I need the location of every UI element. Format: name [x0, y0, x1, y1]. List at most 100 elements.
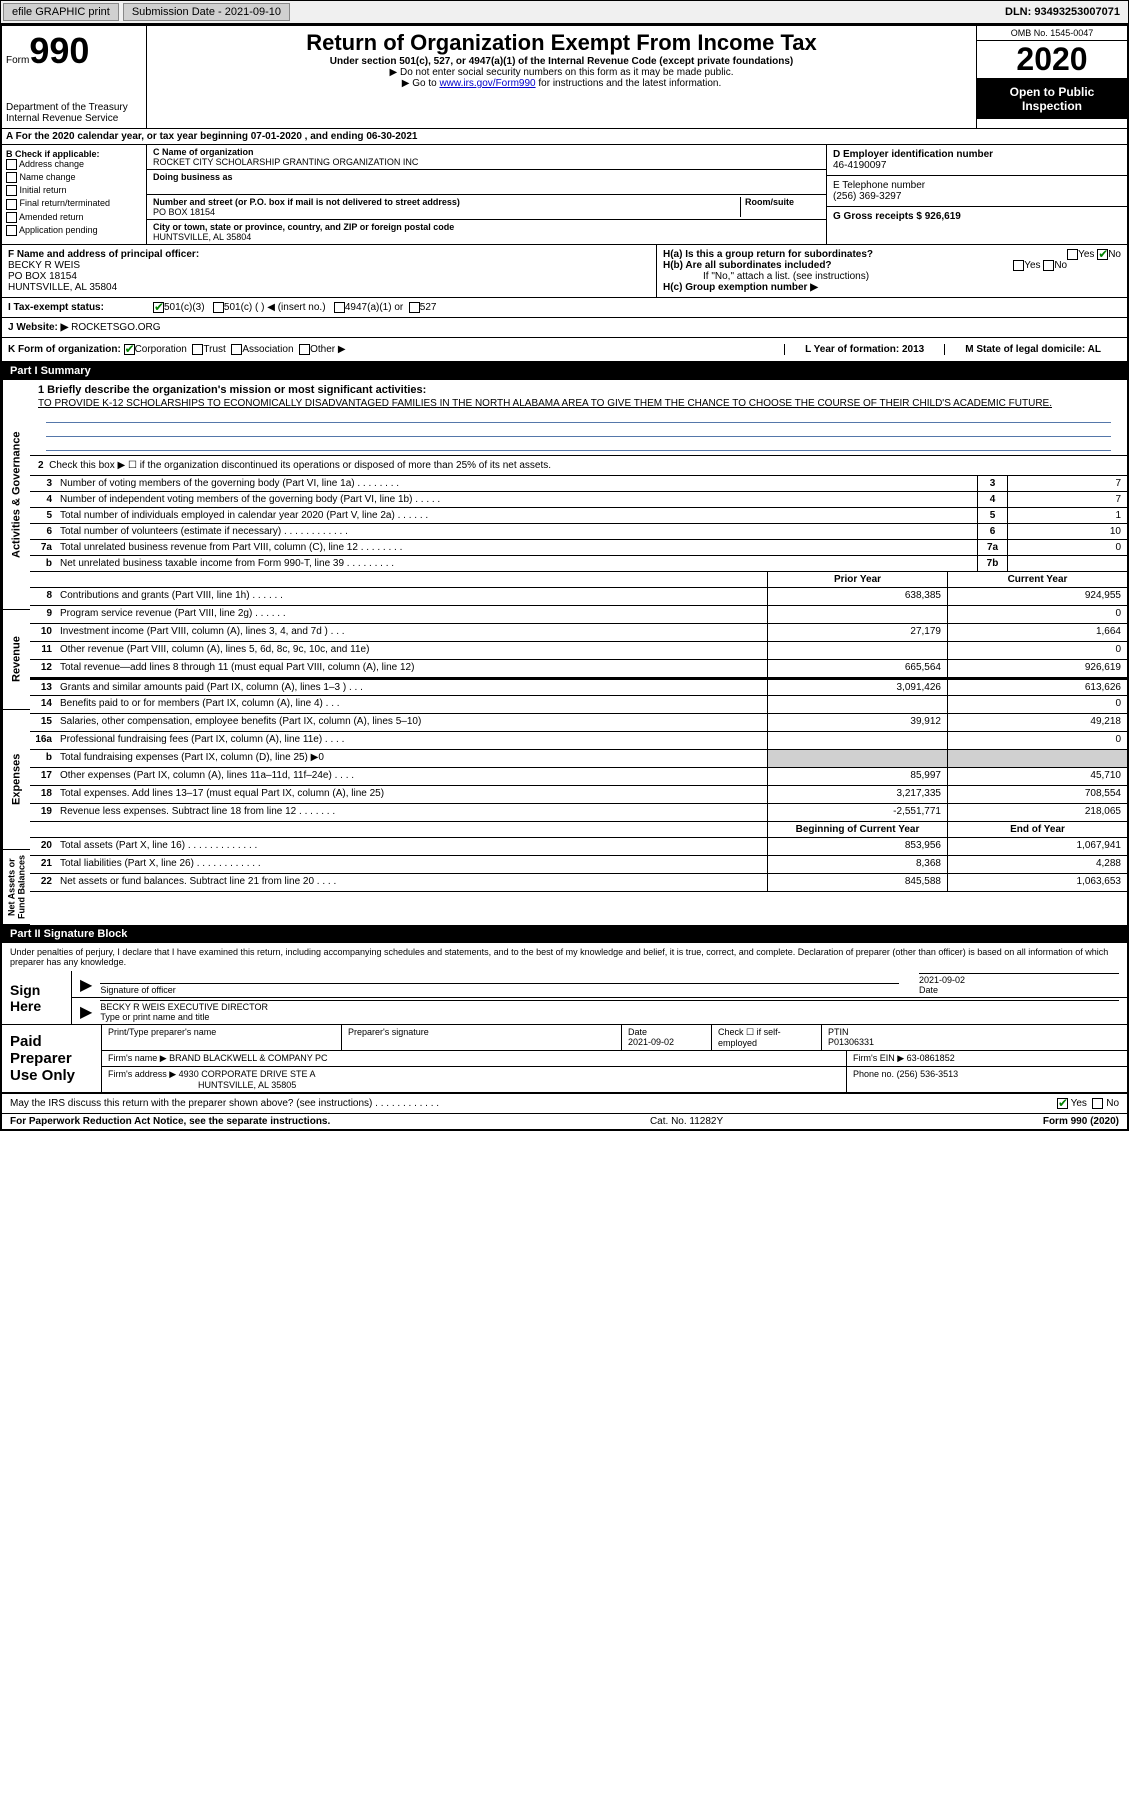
line1-mission: 1 Briefly describe the organization's mi…: [30, 380, 1127, 456]
check-name[interactable]: Name change: [6, 172, 142, 183]
side-revenue: Revenue: [2, 610, 30, 710]
tax-year: 2020: [977, 41, 1127, 79]
check-other[interactable]: [299, 344, 310, 355]
financial-row: 19Revenue less expenses. Subtract line 1…: [30, 804, 1127, 822]
discuss-no[interactable]: [1092, 1098, 1103, 1109]
check-assoc[interactable]: [231, 344, 242, 355]
title-box: Return of Organization Exempt From Incom…: [147, 26, 977, 128]
summary-row: 6Total number of volunteers (estimate if…: [30, 524, 1127, 540]
financial-row: bTotal fundraising expenses (Part IX, co…: [30, 750, 1127, 768]
paid-preparer-label: Paid Preparer Use Only: [2, 1025, 102, 1092]
ptin-cell: PTINP01306331: [822, 1025, 1127, 1050]
row-j: J Website: ▶ ROCKETSGO.ORG: [2, 318, 1127, 338]
side-activities: Activities & Governance: [2, 380, 30, 610]
row-f: F Name and address of principal officer:…: [2, 245, 657, 297]
summary-row: 5Total number of individuals employed in…: [30, 508, 1127, 524]
financial-row: 20Total assets (Part X, line 16) . . . .…: [30, 838, 1127, 856]
summary-row: 3Number of voting members of the governi…: [30, 476, 1127, 492]
form-number: 990: [29, 30, 89, 71]
discuss-yes[interactable]: [1057, 1098, 1068, 1109]
check-trust[interactable]: [192, 344, 203, 355]
gross-row: G Gross receipts $ 926,619: [827, 207, 1127, 226]
discuss-row: May the IRS discuss this return with the…: [2, 1094, 1127, 1114]
row-i: I Tax-exempt status: 501(c)(3) 501(c) ( …: [2, 298, 1127, 318]
current-year-header: Current Year: [947, 572, 1127, 587]
financial-row: 10Investment income (Part VIII, column (…: [30, 624, 1127, 642]
col-b-title: B Check if applicable:: [6, 149, 142, 159]
summary-row: bNet unrelated business taxable income f…: [30, 556, 1127, 572]
financial-row: 11Other revenue (Part VIII, column (A), …: [30, 642, 1127, 660]
summary-body: Activities & Governance Revenue Expenses…: [2, 380, 1127, 925]
signature-officer-field[interactable]: Signature of officer: [100, 983, 899, 995]
paperwork-notice: For Paperwork Reduction Act Notice, see …: [10, 1116, 330, 1127]
signature-date-field: 2021-09-02 Date: [919, 973, 1119, 995]
org-city: HUNTSVILLE, AL 35804: [153, 232, 820, 242]
row-a: A For the 2020 calendar year, or tax yea…: [2, 129, 1127, 145]
form-label: Form: [6, 55, 29, 66]
check-527[interactable]: [409, 302, 420, 313]
phone-row: E Telephone number (256) 369-3297: [827, 176, 1127, 207]
year-box: OMB No. 1545-0047 2020 Open to Public In…: [977, 26, 1127, 128]
end-year-header: End of Year: [947, 822, 1127, 837]
sign-here-label: Sign Here: [2, 971, 72, 1024]
ein-row: D Employer identification number 46-4190…: [827, 145, 1127, 176]
city-row: City or town, state or province, country…: [147, 220, 826, 244]
check-initial[interactable]: Initial return: [6, 185, 142, 196]
ein-value: 46-4190097: [833, 160, 1121, 171]
year-formation: L Year of formation: 2013: [784, 344, 944, 355]
firm-addr-cell: Firm's address ▶ 4930 CORPORATE DRIVE ST…: [102, 1067, 847, 1092]
irs-link[interactable]: www.irs.gov/Form990: [439, 78, 535, 89]
side-expenses: Expenses: [2, 710, 30, 850]
org-address: PO BOX 18154: [153, 207, 740, 217]
beginning-year-header: Beginning of Current Year: [767, 822, 947, 837]
financial-row: 22Net assets or fund balances. Subtract …: [30, 874, 1127, 892]
addr-row: Number and street (or P.O. box if mail i…: [147, 195, 826, 220]
financial-row: 14Benefits paid to or for members (Part …: [30, 696, 1127, 714]
open-inspection: Open to Public Inspection: [977, 79, 1127, 119]
org-name-row: C Name of organization ROCKET CITY SCHOL…: [147, 145, 826, 170]
footer-row: For Paperwork Reduction Act Notice, see …: [2, 1114, 1127, 1129]
note-goto: ▶ Go to www.irs.gov/Form990 for instruct…: [155, 78, 968, 89]
form-main: Form990 Department of the TreasuryIntern…: [0, 24, 1129, 1131]
financial-row: 15Salaries, other compensation, employee…: [30, 714, 1127, 732]
form-title: Return of Organization Exempt From Incom…: [155, 30, 968, 56]
efile-button[interactable]: efile GRAPHIC print: [3, 3, 119, 21]
gross-receipts: G Gross receipts $ 926,619: [833, 211, 1121, 222]
mission-text: TO PROVIDE K-12 SCHOLARSHIPS TO ECONOMIC…: [38, 398, 1119, 409]
check-final[interactable]: Final return/terminated: [6, 198, 142, 209]
row-fgh: F Name and address of principal officer:…: [2, 245, 1127, 298]
officer-name: BECKY R WEIS: [8, 260, 650, 271]
check-pending[interactable]: Application pending: [6, 225, 142, 236]
firm-phone-cell: Phone no. (256) 536-3513: [847, 1067, 1127, 1092]
check-501c3[interactable]: [153, 302, 164, 313]
financial-row: 18Total expenses. Add lines 13–17 (must …: [30, 786, 1127, 804]
paid-preparer-block: Paid Preparer Use Only Print/Type prepar…: [2, 1025, 1127, 1094]
check-corp[interactable]: [124, 344, 135, 355]
firm-name-cell: Firm's name ▶ BRAND BLACKWELL & COMPANY …: [102, 1051, 847, 1066]
website-value: ROCKETSGO.ORG: [71, 322, 160, 333]
penalty-text: Under penalties of perjury, I declare th…: [2, 943, 1127, 971]
form-number-box: Form990 Department of the TreasuryIntern…: [2, 26, 147, 128]
check-4947[interactable]: [334, 302, 345, 313]
topbar: efile GRAPHIC print Submission Date - 20…: [0, 0, 1129, 24]
officer-name-field: BECKY R WEIS EXECUTIVE DIRECTOR Type or …: [100, 1000, 1119, 1022]
omb-number: OMB No. 1545-0047: [977, 26, 1127, 41]
summary-row: 7aTotal unrelated business revenue from …: [30, 540, 1127, 556]
check-501c[interactable]: [213, 302, 224, 313]
submission-date-button[interactable]: Submission Date - 2021-09-10: [123, 3, 290, 21]
check-address[interactable]: Address change: [6, 159, 142, 170]
summary-row: 4Number of independent voting members of…: [30, 492, 1127, 508]
dba-row: Doing business as: [147, 170, 826, 195]
cat-no: Cat. No. 11282Y: [330, 1116, 1043, 1127]
row-k: K Form of organization: Corporation Trus…: [2, 338, 1127, 362]
financial-row: 9Program service revenue (Part VIII, lin…: [30, 606, 1127, 624]
part1-header: Part I Summary: [2, 362, 1127, 380]
sign-here-block: Sign Here ▶ Signature of officer 2021-09…: [2, 971, 1127, 1025]
self-employed-cell[interactable]: Check ☐ if self-employed: [712, 1025, 822, 1050]
financial-row: 12Total revenue—add lines 8 through 11 (…: [30, 660, 1127, 678]
dln-label: DLN: 93493253007071: [997, 4, 1128, 20]
preparer-name-cell: Print/Type preparer's name: [102, 1025, 342, 1050]
check-amended[interactable]: Amended return: [6, 212, 142, 223]
phone-value: (256) 369-3297: [833, 191, 1121, 202]
financial-row: 17Other expenses (Part IX, column (A), l…: [30, 768, 1127, 786]
